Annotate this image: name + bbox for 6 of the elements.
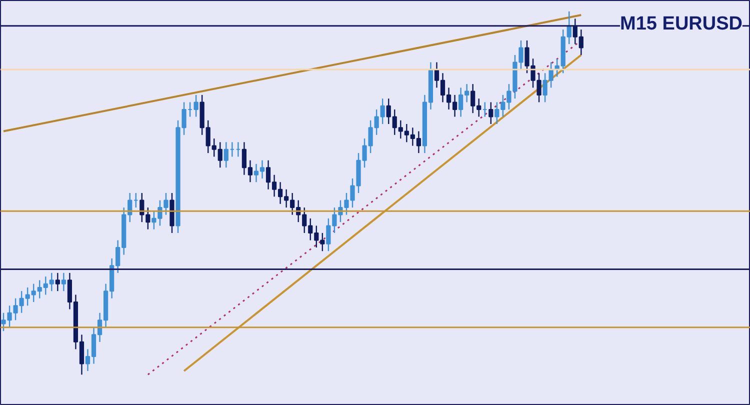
candlestick bbox=[224, 142, 228, 168]
text: M15 EURUSD bbox=[620, 14, 743, 34]
candlestick bbox=[488, 102, 494, 125]
candlestick bbox=[55, 272, 60, 292]
candlestick bbox=[61, 272, 66, 292]
candlestick bbox=[194, 94, 198, 118]
